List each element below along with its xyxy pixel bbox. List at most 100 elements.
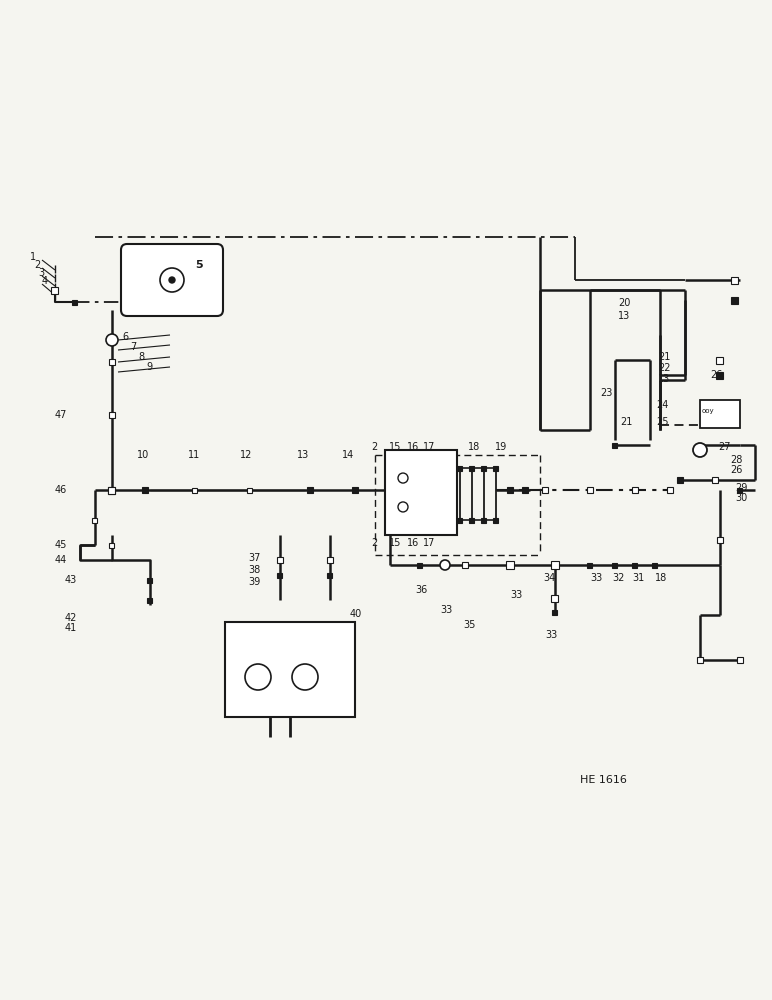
Text: 26: 26: [730, 465, 743, 475]
Bar: [632, 487, 638, 493]
Text: 13: 13: [297, 450, 310, 460]
Bar: [667, 487, 673, 493]
Bar: [109, 359, 115, 365]
Text: 22: 22: [658, 363, 671, 373]
Bar: [587, 487, 593, 493]
Bar: [73, 300, 77, 304]
Bar: [542, 487, 548, 493]
Text: 34: 34: [543, 573, 555, 583]
Bar: [109, 487, 116, 493]
Bar: [507, 487, 513, 493]
Bar: [716, 371, 723, 378]
Text: 29: 29: [735, 483, 747, 493]
Bar: [93, 518, 97, 522]
Text: 38: 38: [248, 565, 260, 575]
Bar: [307, 487, 313, 493]
Circle shape: [245, 664, 271, 690]
Text: 17: 17: [423, 538, 435, 548]
Bar: [142, 487, 148, 493]
Text: 18: 18: [655, 573, 667, 583]
Bar: [458, 466, 462, 471]
Circle shape: [398, 473, 408, 483]
Bar: [482, 466, 486, 471]
Bar: [612, 562, 618, 568]
Bar: [147, 578, 153, 582]
Text: 19: 19: [495, 442, 507, 452]
Text: 45: 45: [55, 540, 67, 550]
Text: 15: 15: [389, 538, 401, 548]
Text: 24: 24: [656, 400, 669, 410]
Bar: [522, 487, 528, 493]
Text: 36: 36: [415, 585, 427, 595]
Text: 25: 25: [656, 417, 669, 427]
Text: 11: 11: [188, 450, 200, 460]
Bar: [418, 562, 422, 568]
Text: 16: 16: [407, 538, 419, 548]
Bar: [551, 594, 558, 601]
Text: 30: 30: [735, 493, 747, 503]
Text: 33: 33: [545, 630, 557, 640]
Text: 12: 12: [240, 450, 252, 460]
Text: 18: 18: [468, 442, 480, 452]
Text: 4: 4: [42, 276, 48, 286]
Bar: [110, 542, 114, 548]
Bar: [469, 518, 475, 522]
Bar: [551, 561, 559, 569]
Bar: [632, 562, 638, 568]
Bar: [700, 400, 740, 428]
Circle shape: [106, 334, 118, 346]
Bar: [732, 296, 739, 304]
Text: 14: 14: [342, 450, 354, 460]
Circle shape: [398, 502, 408, 512]
Text: 41: 41: [65, 623, 77, 633]
Circle shape: [693, 443, 707, 457]
FancyBboxPatch shape: [121, 244, 223, 316]
Text: 20: 20: [618, 298, 631, 308]
Circle shape: [292, 664, 318, 690]
Text: 43: 43: [65, 575, 77, 585]
Bar: [109, 412, 115, 418]
Text: 27: 27: [718, 442, 730, 452]
Bar: [716, 357, 723, 363]
Text: HE 1616: HE 1616: [580, 775, 627, 785]
Bar: [553, 609, 557, 614]
Bar: [192, 488, 198, 492]
Bar: [652, 562, 658, 568]
Bar: [482, 518, 486, 522]
Text: 2: 2: [34, 260, 40, 270]
Text: 15: 15: [389, 442, 401, 452]
Bar: [469, 466, 475, 471]
Bar: [462, 562, 468, 568]
Text: 26: 26: [710, 370, 723, 380]
Text: 21: 21: [620, 417, 632, 427]
Bar: [612, 442, 618, 448]
Bar: [677, 477, 683, 483]
Bar: [458, 518, 462, 522]
Bar: [327, 572, 333, 578]
Text: 2: 2: [371, 538, 378, 548]
Bar: [277, 557, 283, 563]
Text: 5: 5: [195, 260, 202, 270]
Bar: [493, 518, 499, 522]
Circle shape: [160, 268, 184, 292]
Text: 28: 28: [730, 455, 743, 465]
Bar: [712, 477, 718, 483]
Text: ooy: ooy: [702, 408, 715, 414]
Text: 31: 31: [632, 573, 645, 583]
Circle shape: [169, 277, 175, 283]
Bar: [147, 597, 153, 602]
Text: 35: 35: [463, 620, 476, 630]
Bar: [327, 557, 333, 563]
Bar: [697, 657, 703, 663]
Text: 6: 6: [122, 332, 128, 342]
Text: 42: 42: [65, 613, 77, 623]
Text: 13: 13: [658, 374, 670, 384]
Bar: [248, 488, 252, 492]
Bar: [587, 562, 592, 568]
Bar: [109, 487, 116, 493]
Circle shape: [440, 560, 450, 570]
Text: 2: 2: [371, 442, 378, 452]
Bar: [737, 488, 743, 492]
Text: 13: 13: [618, 311, 630, 321]
Text: 17: 17: [423, 442, 435, 452]
